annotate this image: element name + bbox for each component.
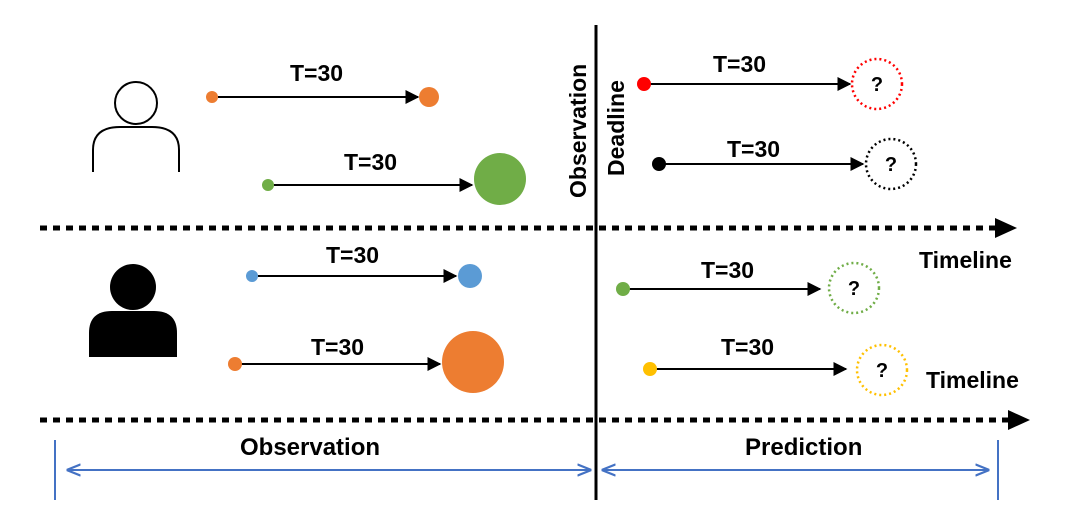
predicted-track-4-duration: T=30 bbox=[721, 334, 774, 360]
predicted-track-1-unknown-circle bbox=[850, 57, 904, 111]
user-outline-icon bbox=[92, 81, 180, 172]
predicted-track-2-unknown-circle bbox=[864, 137, 918, 191]
predicted-track-4-start-dot bbox=[643, 362, 657, 376]
predicted-track-3-unknown-circle bbox=[827, 261, 881, 315]
predicted-track-1-start-dot bbox=[637, 77, 651, 91]
predicted-track-2-duration: T=30 bbox=[727, 136, 780, 162]
prediction-span-label: Prediction bbox=[745, 434, 862, 461]
predicted-track-4: ? T=30 bbox=[643, 334, 909, 397]
observed-track-4-duration: T=30 bbox=[311, 334, 364, 360]
timeline-lower-arrowhead bbox=[1008, 410, 1030, 430]
observed-track-1: T=30 bbox=[206, 60, 439, 107]
deadline-label-line2: Deadline bbox=[603, 80, 629, 176]
observed-track-4-end-dot bbox=[442, 331, 504, 393]
user-filled-icon bbox=[89, 264, 177, 357]
observed-track-3-start-dot bbox=[246, 270, 258, 282]
timeline-upper-label: Timeline bbox=[919, 247, 1012, 273]
predicted-track-4-unknown-label: ? bbox=[876, 360, 888, 382]
observed-track-2-duration: T=30 bbox=[344, 149, 397, 175]
observed-track-3-end-dot bbox=[458, 264, 482, 288]
predicted-track-2: ? T=30 bbox=[652, 136, 918, 191]
observed-track-3-duration: T=30 bbox=[326, 242, 379, 268]
timeline-lower-label: Timeline bbox=[926, 367, 1019, 393]
predicted-track-1-duration: T=30 bbox=[713, 51, 766, 77]
observed-track-4-start-dot bbox=[228, 357, 242, 371]
predicted-track-3: ? T=30 bbox=[616, 257, 881, 315]
predicted-track-1: ? T=30 bbox=[637, 51, 904, 111]
predicted-track-3-unknown-label: ? bbox=[848, 278, 860, 300]
timeline-upper-arrowhead bbox=[995, 218, 1017, 238]
predicted-track-2-unknown-label: ? bbox=[885, 154, 897, 176]
predicted-track-4-unknown-circle bbox=[855, 343, 909, 397]
observed-track-2-start-dot bbox=[262, 179, 274, 191]
observed-track-4: T=30 bbox=[228, 331, 504, 393]
observation-span-label: Observation bbox=[240, 434, 380, 461]
observed-track-1-start-dot bbox=[206, 91, 218, 103]
observed-track-1-duration: T=30 bbox=[290, 60, 343, 86]
predicted-track-3-start-dot bbox=[616, 282, 630, 296]
observed-track-2-end-dot bbox=[474, 153, 526, 205]
predicted-track-3-duration: T=30 bbox=[701, 257, 754, 283]
observed-track-1-end-dot bbox=[419, 87, 439, 107]
predicted-track-1-unknown-label: ? bbox=[871, 74, 883, 96]
observed-track-2: T=30 bbox=[262, 149, 526, 205]
observed-track-3: T=30 bbox=[246, 242, 482, 288]
predicted-track-2-start-dot bbox=[652, 157, 666, 171]
deadline-label-line1: Observation bbox=[565, 64, 591, 198]
